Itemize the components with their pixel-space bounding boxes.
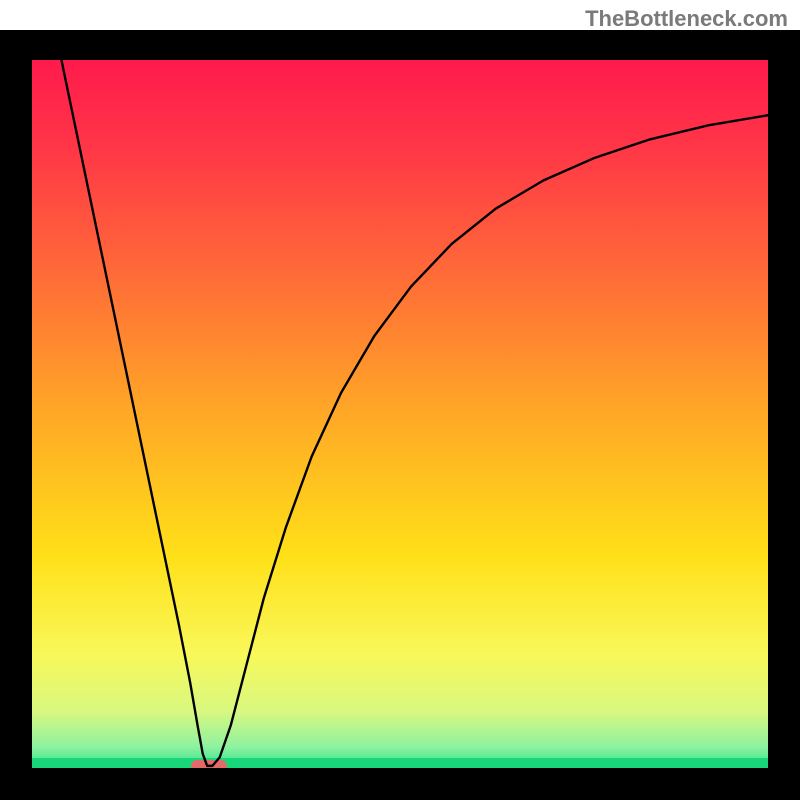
watermark-text: TheBottleneck.com — [585, 6, 788, 32]
chart-canvas: TheBottleneck.com — [0, 0, 800, 800]
plot-area — [32, 60, 768, 768]
plot-frame — [0, 0, 800, 800]
bottleneck-curve — [32, 60, 768, 768]
curve-path — [61, 60, 768, 766]
